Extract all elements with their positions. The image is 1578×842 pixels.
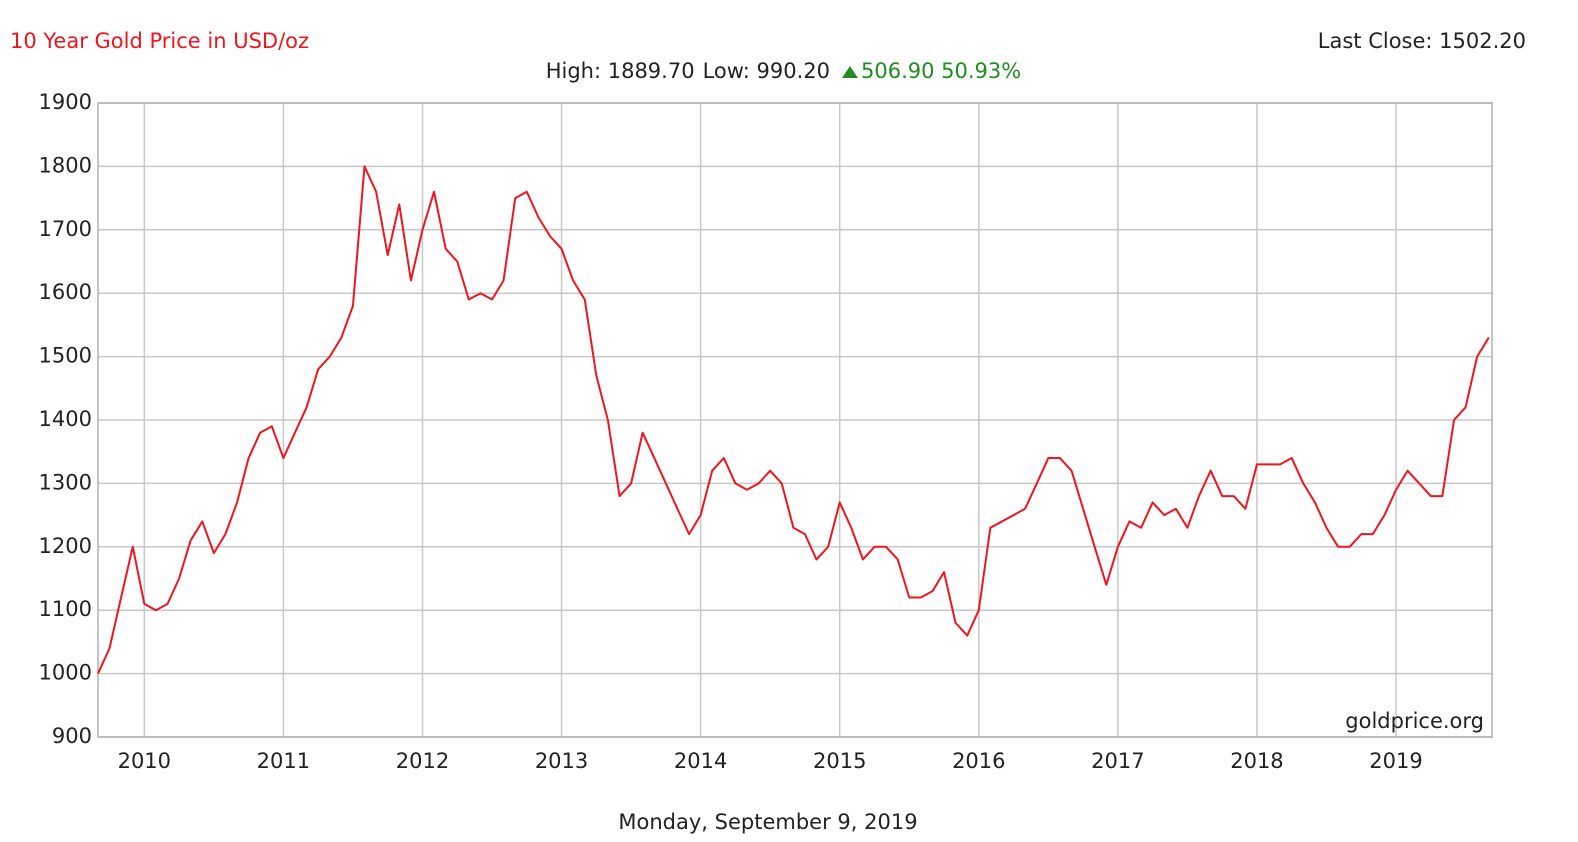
x-tick-label: 2013 <box>535 749 588 773</box>
y-tick-label: 1900 <box>39 90 92 114</box>
y-tick-label: 1000 <box>39 661 92 685</box>
x-tick-label: 2015 <box>813 749 866 773</box>
x-tick-label: 2014 <box>674 749 727 773</box>
y-tick-label: 1800 <box>39 153 92 177</box>
date-label: Monday, September 9, 2019 <box>618 810 917 834</box>
x-tick-label: 2018 <box>1230 749 1283 773</box>
y-tick-label: 900 <box>52 724 92 748</box>
plot-border <box>97 102 1493 738</box>
y-tick-label: 1700 <box>39 217 92 241</box>
y-tick-label: 1100 <box>39 597 92 621</box>
x-tick-label: 2010 <box>118 749 171 773</box>
price-line <box>97 165 1490 675</box>
up-arrow <box>842 66 858 78</box>
y-tick-label: 1300 <box>39 470 92 494</box>
chart-title: 10 Year Gold Price in USD/oz <box>10 29 309 53</box>
x-tick-label: 2019 <box>1369 749 1422 773</box>
last-close: Last Close: 1502.20 <box>1318 29 1526 53</box>
x-tick-label: 2016 <box>952 749 1005 773</box>
y-tick-label: 1500 <box>39 344 92 368</box>
stat-high: High: 1889.70 <box>546 59 695 83</box>
x-tick-label: 2017 <box>1091 749 1144 773</box>
watermark: goldprice.org <box>1345 709 1484 733</box>
stat-change: 506.90 50.93% <box>861 59 1021 83</box>
stats-high-low: High: 1889.70 Low: 990.20 <box>546 59 830 83</box>
stat-low: Low: 990.20 <box>703 59 830 83</box>
y-tick-label: 1200 <box>39 534 92 558</box>
x-tick-label: 2011 <box>257 749 310 773</box>
x-tick-label: 2012 <box>396 749 449 773</box>
y-tick-label: 1600 <box>39 280 92 304</box>
y-tick-label: 1400 <box>39 407 92 431</box>
